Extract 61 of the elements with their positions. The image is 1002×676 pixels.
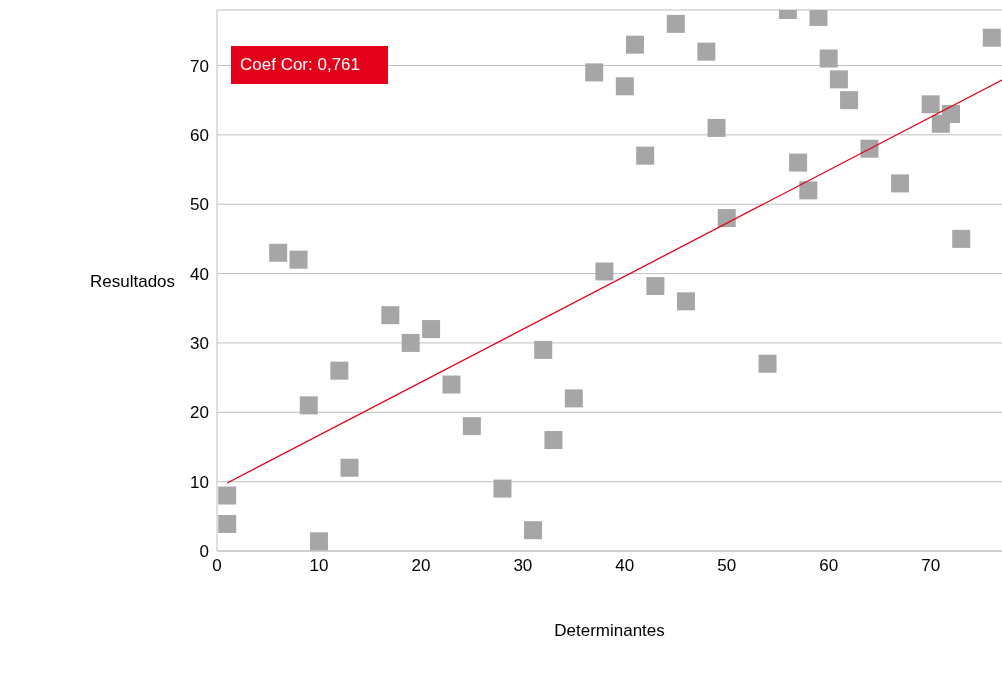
point	[299, 396, 318, 415]
point	[269, 243, 288, 262]
point	[697, 42, 716, 61]
annotation: Coef Cor: 0,761	[231, 46, 389, 84]
point	[891, 174, 910, 193]
point	[789, 153, 808, 172]
point	[340, 458, 359, 477]
point	[646, 277, 665, 296]
point	[309, 532, 328, 551]
point	[330, 361, 349, 380]
x-tick-label: 10	[309, 556, 329, 576]
point	[707, 118, 726, 137]
y-tick-label: 10	[190, 472, 209, 492]
y-tick-label: 40	[190, 264, 209, 284]
point	[289, 250, 308, 269]
y-tick-label: 30	[190, 333, 209, 353]
point	[218, 486, 237, 505]
point	[595, 262, 614, 281]
point	[860, 139, 879, 158]
point	[493, 479, 512, 498]
x-tick-label: 30	[513, 556, 533, 576]
point	[585, 63, 604, 82]
point	[442, 375, 461, 394]
y-axis-title: Resultados	[90, 271, 176, 291]
point	[666, 14, 685, 33]
point	[758, 354, 777, 373]
x-tick-label: 0	[212, 556, 222, 576]
point	[921, 95, 940, 114]
x-tick-label: 20	[411, 556, 431, 576]
point	[534, 340, 553, 359]
point	[615, 77, 634, 96]
y-tick-label: 20	[190, 403, 209, 423]
x-tick-label: 60	[819, 556, 839, 576]
x-tick-label: 40	[615, 556, 635, 576]
point	[636, 146, 655, 165]
point	[819, 49, 838, 68]
point	[717, 209, 736, 228]
point	[564, 389, 583, 408]
point	[676, 292, 695, 311]
point	[544, 431, 563, 450]
point	[401, 333, 420, 352]
x-axis-title: Determinantes	[554, 621, 665, 640]
point	[840, 91, 859, 110]
y-tick-label: 70	[190, 56, 209, 76]
point	[524, 521, 543, 540]
point	[809, 10, 828, 26]
x-tick-label: 70	[921, 556, 941, 576]
point	[952, 229, 971, 248]
point	[625, 35, 644, 54]
point	[982, 28, 1001, 47]
point	[799, 181, 818, 200]
point	[381, 306, 400, 325]
point	[942, 105, 961, 124]
point	[218, 514, 237, 533]
x-tick-label: 50	[717, 556, 737, 576]
y-tick-label: 0	[199, 542, 209, 562]
point	[422, 320, 441, 339]
point	[829, 70, 848, 89]
point	[462, 417, 481, 436]
y-tick-label: 50	[190, 195, 209, 215]
y-tick-label: 60	[190, 125, 209, 145]
